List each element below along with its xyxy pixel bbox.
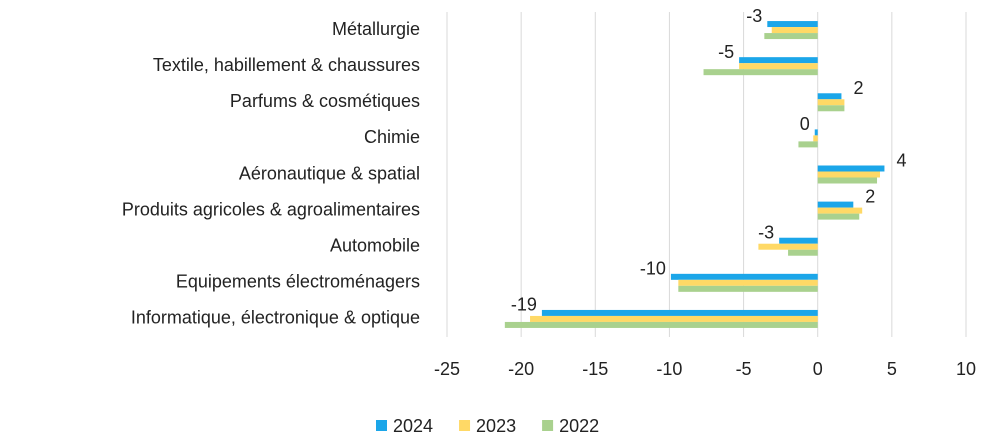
x-tick-label: 5 [887,359,897,379]
bar [813,135,818,142]
data-label: -3 [758,222,774,242]
y-tick-label: Métallurgie [332,19,420,39]
x-tick-label: -25 [434,359,460,379]
bar [670,273,818,280]
legend-label: 2022 [559,416,599,436]
bar [817,213,860,220]
bar [817,201,854,208]
bar [678,279,818,286]
y-tick-label: Parfums & cosmétiques [230,91,420,111]
y-tick-label: Textile, habillement & chaussures [153,55,420,75]
y-tick-label: Automobile [330,235,420,255]
legend-label: 2023 [476,416,516,436]
x-tick-label: -5 [736,359,752,379]
bar [504,321,818,328]
data-label: 2 [853,78,863,98]
legend-swatch [542,420,554,431]
bar [541,309,818,316]
bar [817,93,842,100]
data-label: -19 [511,295,537,315]
data-label: -5 [718,42,734,62]
data-label: -3 [746,6,762,26]
bar [798,141,818,148]
data-label: 2 [865,186,875,206]
bar [703,69,818,76]
x-tick-label: -10 [656,359,682,379]
x-tick-label: 10 [956,359,976,379]
bar [817,171,880,178]
bar [764,33,818,40]
x-tick-label: -20 [508,359,534,379]
data-label: 4 [896,150,906,170]
bar [678,285,818,292]
bar [739,57,818,64]
y-tick-label: Informatique, électronique & optique [131,308,420,328]
bar [817,177,878,184]
bar [817,165,885,172]
x-tick-label: -15 [582,359,608,379]
y-tick-label: Produits agricoles & agroalimentaires [122,199,420,219]
y-tick-label: Aéronautique & spatial [239,163,420,183]
bar [817,207,863,214]
bar [817,99,845,106]
x-tick-label: 0 [813,359,823,379]
y-tick-label: Equipements électroménagers [176,272,420,292]
bar [739,63,818,70]
data-label: 0 [800,114,810,134]
bar [771,27,818,34]
bar [788,249,818,256]
data-label: -10 [640,259,666,279]
bar [817,105,845,112]
bar [758,243,818,250]
bar [779,237,818,244]
legend-swatch [459,420,471,431]
bar [767,21,818,28]
legend-label: 2024 [393,416,433,436]
legend-swatch [376,420,387,431]
bar [530,315,818,322]
y-tick-label: Chimie [364,127,420,147]
bar [814,129,818,136]
